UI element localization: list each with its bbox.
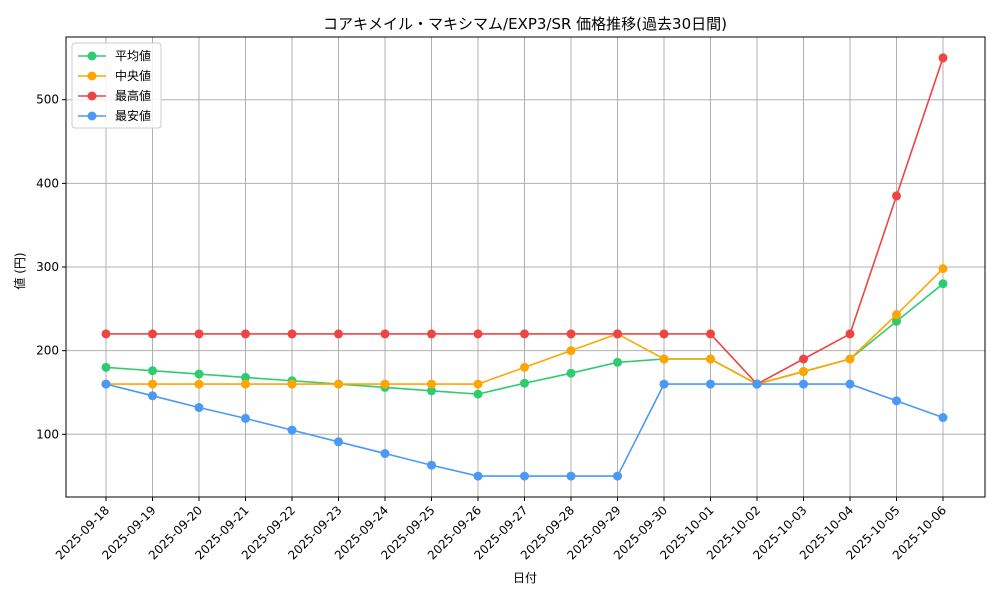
data-point — [148, 366, 157, 376]
data-point — [287, 425, 297, 435]
data-point — [473, 471, 483, 481]
data-point — [799, 379, 808, 389]
data-point — [241, 413, 250, 423]
data-point — [706, 329, 715, 339]
grid-lines — [66, 37, 985, 497]
data-point — [938, 264, 948, 274]
data-point — [241, 379, 250, 389]
data-point — [659, 379, 669, 389]
legend-marker — [87, 51, 97, 61]
data-point — [845, 329, 855, 339]
data-point — [473, 379, 483, 389]
data-point — [892, 191, 901, 201]
data-point — [799, 367, 808, 377]
legend-label: 平均値 — [115, 48, 151, 63]
data-point — [334, 437, 343, 447]
legend-label: 最安値 — [115, 108, 151, 123]
legend-label: 中央値 — [115, 68, 151, 83]
y-tick-label: 500 — [36, 93, 59, 107]
data-point — [101, 379, 111, 389]
data-point — [706, 379, 715, 389]
data-point — [241, 372, 250, 382]
legend-marker — [87, 91, 97, 101]
series-4 — [101, 379, 948, 481]
data-point — [194, 369, 204, 379]
data-point — [101, 329, 111, 339]
data-point — [659, 329, 669, 339]
data-point — [938, 413, 948, 423]
data-point — [706, 354, 715, 364]
data-point — [566, 346, 576, 356]
y-tick-label: 200 — [36, 344, 59, 358]
legend-item: 最安値 — [78, 108, 151, 123]
legend-marker — [87, 71, 97, 81]
data-point — [845, 379, 855, 389]
data-point — [566, 368, 576, 378]
legend-box — [71, 42, 162, 129]
data-point — [613, 471, 622, 481]
data-point — [938, 53, 948, 63]
data-point — [938, 279, 948, 289]
data-point — [287, 329, 297, 339]
data-point — [427, 329, 436, 339]
data-point — [427, 460, 436, 470]
data-point — [520, 362, 529, 372]
y-tick-label: 100 — [36, 427, 59, 441]
data-point — [241, 329, 250, 339]
legend-item: 平均値 — [78, 48, 151, 63]
data-point — [148, 329, 157, 339]
data-point — [613, 329, 622, 339]
data-point — [892, 310, 901, 320]
data-point — [566, 471, 576, 481]
data-point — [194, 403, 204, 413]
data-point — [659, 354, 669, 364]
legend-marker — [87, 111, 97, 121]
legend-item: 中央値 — [78, 68, 151, 83]
data-point — [473, 329, 483, 339]
data-point — [520, 378, 529, 388]
data-point — [520, 471, 529, 481]
data-point — [380, 329, 390, 339]
legend-item: 最高値 — [78, 88, 151, 103]
data-point — [427, 386, 436, 396]
data-point — [520, 329, 529, 339]
y-tick-label: 300 — [36, 260, 59, 274]
data-point — [334, 329, 343, 339]
y-axis-label: 値 (円) — [12, 252, 27, 289]
y-tick-label: 400 — [36, 176, 59, 190]
legend-label: 最高値 — [115, 88, 151, 103]
data-point — [752, 379, 762, 389]
chart-title: コアキメイル・マキシマム/EXP3/SR 価格推移(過去30日間) — [323, 15, 727, 33]
data-point — [613, 357, 622, 367]
series-group — [101, 53, 948, 481]
data-point — [473, 389, 483, 399]
y-axis-ticks: 100 200 300 400 500 — [36, 93, 66, 441]
data-point — [194, 329, 204, 339]
data-point — [148, 391, 157, 401]
data-point — [892, 396, 901, 406]
series-3 — [101, 53, 948, 389]
data-point — [287, 379, 297, 389]
data-point — [427, 379, 436, 389]
data-point — [101, 362, 111, 372]
data-point — [380, 449, 390, 459]
data-point — [845, 354, 855, 364]
x-axis-label: 日付 — [513, 571, 537, 585]
data-point — [566, 329, 576, 339]
data-point — [892, 316, 901, 326]
data-point — [334, 379, 343, 389]
data-point — [194, 379, 204, 389]
data-point — [148, 379, 157, 389]
data-point — [799, 354, 808, 364]
data-point — [380, 379, 390, 389]
